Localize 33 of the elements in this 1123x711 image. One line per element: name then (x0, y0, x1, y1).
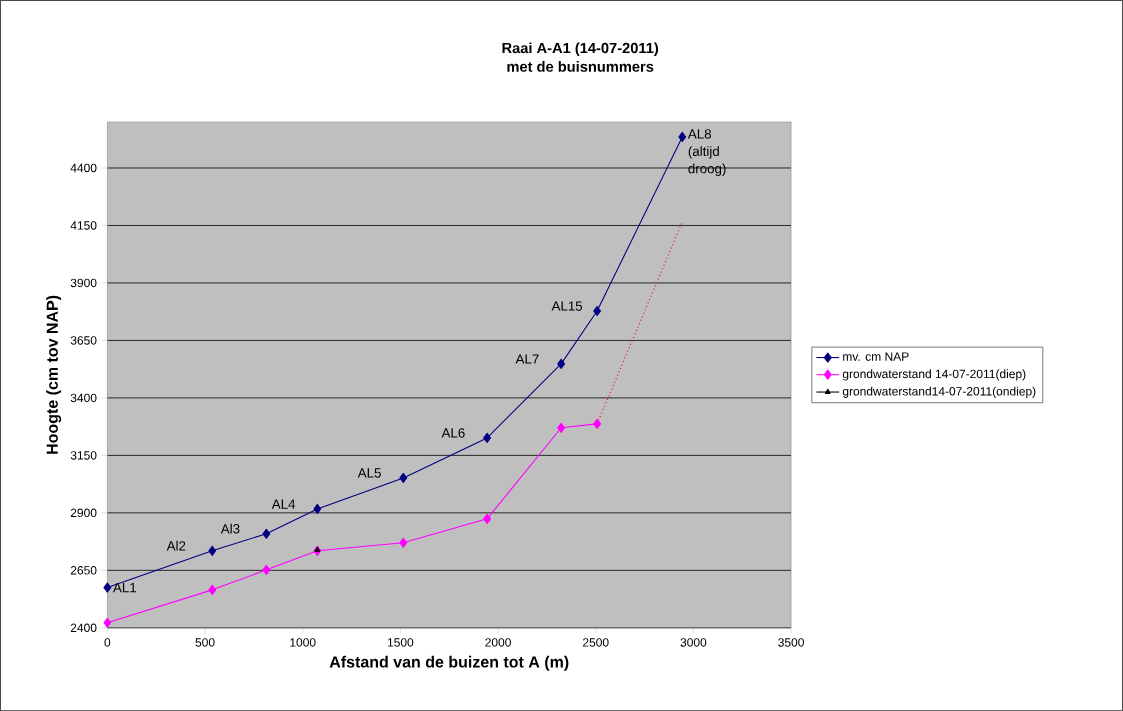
y-tick-label: 4400 (70, 163, 97, 173)
y-tick-label: 4150 (70, 221, 97, 230)
x-tick-label: 3000 (680, 638, 707, 647)
chart-subtitle: met de buisnummers (507, 61, 654, 72)
x-tick-label: 2500 (583, 638, 609, 647)
annotation: AL8 (altijd droog) (687, 129, 726, 176)
annotation: AL6 (441, 428, 465, 438)
y-tick-label: 3400 (70, 393, 97, 403)
annotation: AL5 (357, 468, 381, 478)
annotation: AL15 (551, 301, 583, 311)
x-tick-label: 0 (104, 638, 111, 647)
x-axis-title: Afstand van de buizen tot A (m) (329, 655, 569, 671)
chart-title: Raai A-A1 (14-07-2011) (502, 42, 659, 56)
legend-label: grondwaterstand14-07-2011(ondiep) (842, 386, 1036, 398)
y-tick-label: 2900 (70, 508, 97, 518)
y-tick-label: 3150 (70, 451, 97, 460)
legend-label: grondwaterstand 14-07-2011(diep) (842, 369, 1026, 381)
annotation: Al3 (220, 523, 240, 534)
annotation: AL1 (112, 582, 137, 593)
legend-label: mv. cm NAP (843, 352, 909, 361)
y-tick-label: 2400 (70, 623, 97, 632)
x-tick-label: 2000 (485, 638, 511, 647)
x-tick-label: 1500 (387, 638, 414, 647)
y-tick-label: 2650 (70, 566, 97, 575)
annotation: AL7 (515, 354, 539, 364)
x-tick-label: 3500 (778, 638, 804, 647)
x-tick-label: 1000 (290, 638, 316, 647)
annotation: AL4 (271, 499, 296, 509)
annotation: Al2 (166, 540, 186, 551)
x-tick-label: 500 (195, 638, 215, 647)
y-tick-label: 3650 (70, 336, 97, 345)
y-axis-title: Hoogte (cm tov NAP) (46, 295, 62, 454)
y-tick-label: 3900 (70, 278, 97, 288)
